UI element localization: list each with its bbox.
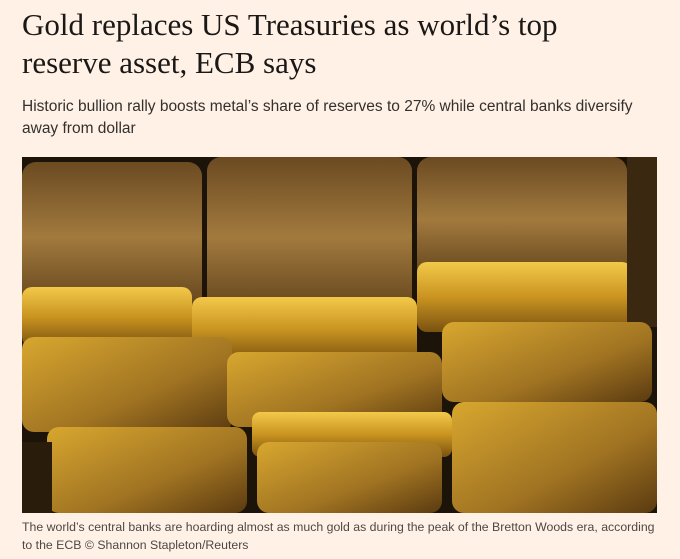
gold-bars-middle bbox=[22, 322, 652, 457]
standfirst: Historic bullion rally boosts metal’s sh… bbox=[22, 98, 633, 137]
photo-caption: The world’s central banks are hoarding a… bbox=[22, 520, 655, 552]
headline: Gold replaces US Treasuries as world’s t… bbox=[22, 7, 558, 80]
gold-bars-back bbox=[22, 157, 657, 362]
gold-bars-front bbox=[22, 402, 657, 513]
photo bbox=[22, 157, 657, 513]
